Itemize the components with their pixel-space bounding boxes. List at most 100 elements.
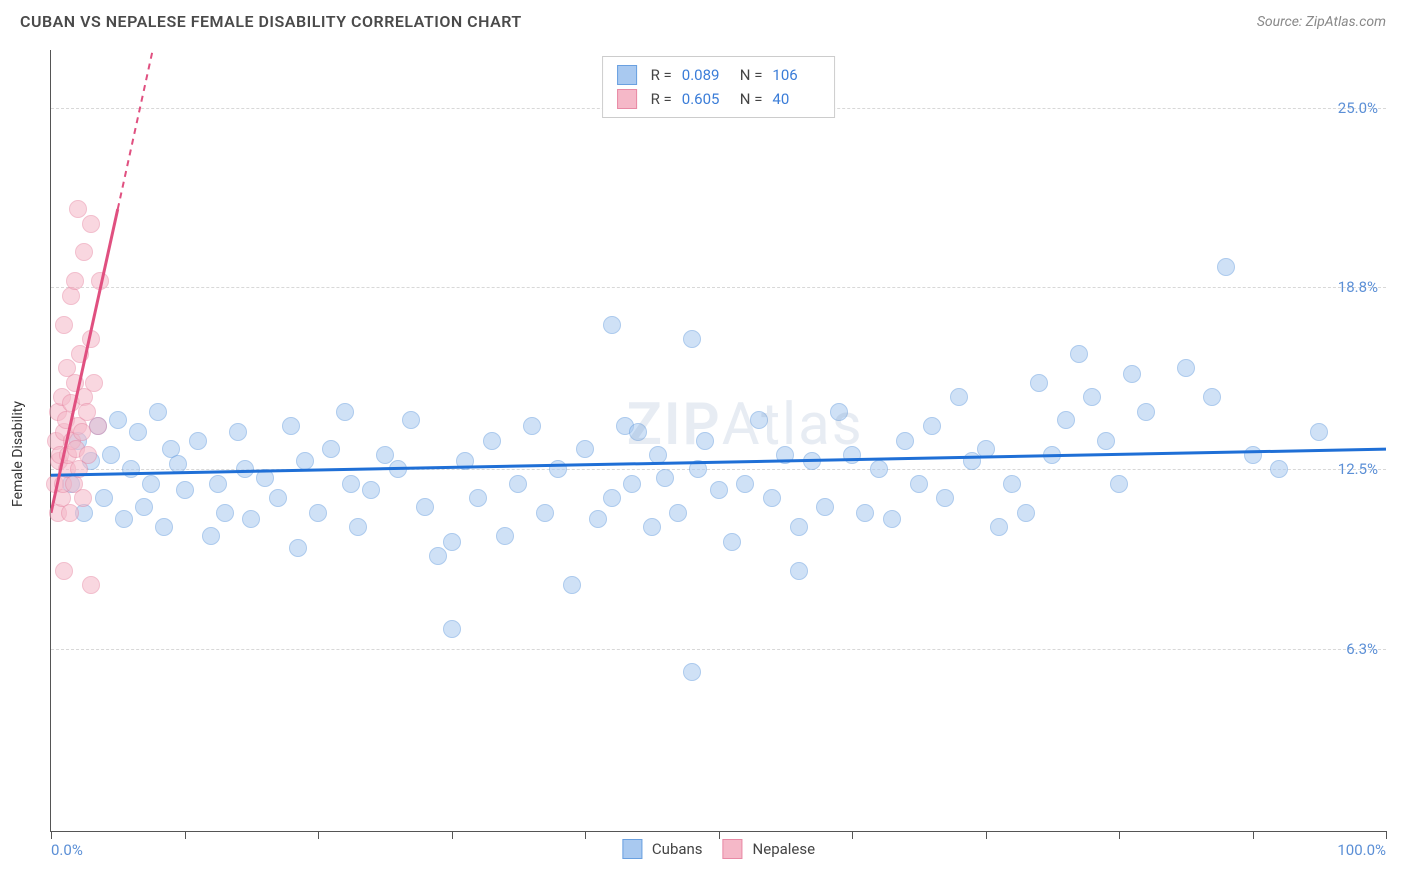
data-point: [623, 475, 641, 493]
data-point: [142, 475, 160, 493]
gridline: [51, 287, 1386, 288]
data-point: [95, 489, 113, 507]
trend-lines: [51, 50, 1386, 831]
data-point: [1030, 374, 1048, 392]
x-tick: [1119, 831, 1120, 839]
swatch-cubans-bottom: [622, 839, 642, 859]
data-point: [55, 562, 73, 580]
legend-item-cubans: Cubans: [622, 839, 703, 859]
data-point: [816, 498, 834, 516]
data-point: [55, 316, 73, 334]
data-point: [376, 446, 394, 464]
data-point: [549, 460, 567, 478]
data-point: [843, 446, 861, 464]
swatch-nepalese: [617, 89, 637, 109]
data-point: [469, 489, 487, 507]
data-point: [443, 620, 461, 638]
x-axis-min-label: 0.0%: [51, 841, 83, 859]
data-point: [91, 272, 109, 290]
data-point: [1137, 403, 1155, 421]
data-point: [269, 489, 287, 507]
x-tick: [1253, 831, 1254, 839]
series-legend: Cubans Nepalese: [622, 839, 815, 859]
data-point: [209, 475, 227, 493]
y-tick-label: 25.0%: [1338, 99, 1378, 117]
x-tick: [1386, 831, 1387, 839]
data-point: [202, 527, 220, 545]
data-point: [236, 460, 254, 478]
data-point: [75, 243, 93, 261]
data-point: [1270, 460, 1288, 478]
x-tick: [585, 831, 586, 839]
x-tick: [852, 831, 853, 839]
data-point: [683, 330, 701, 348]
data-point: [109, 411, 127, 429]
swatch-nepalese-bottom: [723, 839, 743, 859]
data-point: [135, 498, 153, 516]
data-point: [896, 432, 914, 450]
data-point: [790, 518, 808, 536]
x-tick: [452, 831, 453, 839]
data-point: [923, 417, 941, 435]
data-point: [216, 504, 234, 522]
data-point: [910, 475, 928, 493]
data-point: [576, 440, 594, 458]
data-point: [336, 403, 354, 421]
chart-title: CUBAN VS NEPALESE FEMALE DISABILITY CORR…: [20, 12, 522, 31]
x-axis-max-label: 100.0%: [1337, 841, 1386, 859]
data-point: [803, 452, 821, 470]
data-point: [229, 423, 247, 441]
r-value-cubans: 0.089: [682, 63, 730, 87]
data-point: [176, 481, 194, 499]
data-point: [1217, 258, 1235, 276]
data-point: [155, 518, 173, 536]
data-point: [129, 423, 147, 441]
data-point: [443, 533, 461, 551]
data-point: [85, 374, 103, 392]
data-point: [856, 504, 874, 522]
data-point: [649, 446, 667, 464]
data-point: [656, 469, 674, 487]
data-point: [1177, 359, 1195, 377]
data-point: [82, 576, 100, 594]
source-attribution: Source: ZipAtlas.com: [1257, 14, 1386, 30]
data-point: [1110, 475, 1128, 493]
data-point: [342, 475, 360, 493]
data-point: [389, 460, 407, 478]
data-point: [509, 475, 527, 493]
data-point: [523, 417, 541, 435]
data-point: [883, 510, 901, 528]
y-tick-label: 18.8%: [1338, 278, 1378, 296]
data-point: [322, 440, 340, 458]
data-point: [189, 432, 207, 450]
data-point: [102, 446, 120, 464]
data-point: [309, 504, 327, 522]
correlation-legend: R = 0.089 N = 106 R = 0.605 N = 40: [602, 56, 836, 118]
y-tick-label: 6.3%: [1346, 640, 1378, 658]
swatch-cubans: [617, 65, 637, 85]
data-point: [256, 469, 274, 487]
data-point: [282, 417, 300, 435]
data-point: [1003, 475, 1021, 493]
data-point: [456, 452, 474, 470]
data-point: [66, 272, 84, 290]
data-point: [1070, 345, 1088, 363]
data-point: [689, 460, 707, 478]
data-point: [723, 533, 741, 551]
scatter-chart: ZIPAtlas R = 0.089 N = 106 R = 0.605 N =…: [50, 50, 1386, 832]
data-point: [402, 411, 420, 429]
data-point: [1017, 504, 1035, 522]
data-point: [870, 460, 888, 478]
data-point: [990, 518, 1008, 536]
legend-row-nepalese: R = 0.605 N = 40: [617, 87, 821, 111]
data-point: [563, 576, 581, 594]
data-point: [242, 510, 260, 528]
data-point: [82, 330, 100, 348]
n-value-cubans: 106: [772, 63, 820, 87]
data-point: [977, 440, 995, 458]
data-point: [1203, 388, 1221, 406]
data-point: [1097, 432, 1115, 450]
data-point: [74, 489, 92, 507]
data-point: [89, 417, 107, 435]
data-point: [683, 663, 701, 681]
